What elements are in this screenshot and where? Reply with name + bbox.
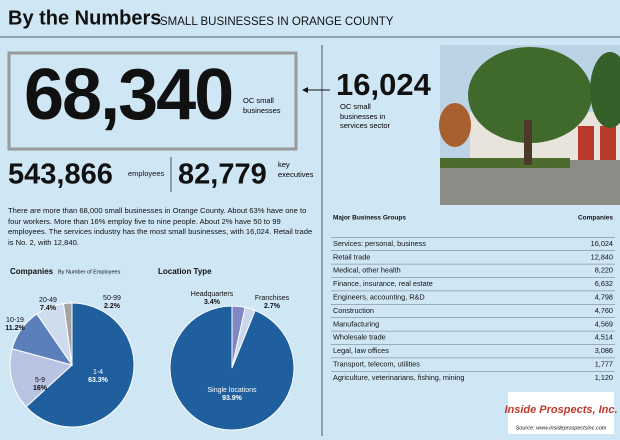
row-label: Finance, insurance, real estate: [333, 279, 433, 288]
title: By the Numbers: [8, 7, 161, 29]
pie-slice: [62, 302, 73, 366]
row-label: Retail trade: [333, 252, 370, 261]
employees-label: employees: [128, 169, 165, 178]
slice-value: 2.2%: [104, 303, 121, 310]
slice-label: 5-9: [35, 377, 45, 384]
row-label: Manufacturing: [333, 319, 379, 328]
slice-value: 11.2%: [5, 325, 25, 332]
row-label: Medical, other health: [333, 266, 401, 275]
slice-label: 20-49: [39, 297, 57, 304]
employees-value: 543,866: [8, 159, 113, 191]
pie-subtitle: By Number of Employees: [58, 269, 121, 275]
row-label: Transport, telecom, utilities: [333, 360, 420, 369]
photo: [439, 45, 620, 205]
slice-label: 50-99: [103, 295, 121, 302]
pie-title: Location Type: [158, 267, 212, 276]
row-value: 6,632: [595, 279, 613, 288]
intro-text: There are more than 68,000 small busines…: [8, 206, 313, 247]
slice-label: 10-19: [6, 317, 24, 324]
row-value: 4,760: [595, 306, 613, 315]
slice-value: 93.9%: [222, 395, 243, 402]
slice-label: Franchises: [255, 295, 290, 302]
pie-slice: [169, 305, 295, 431]
slice-value: 2.7%: [264, 303, 281, 310]
row-label: Construction: [333, 306, 374, 315]
arrow-head: [302, 87, 308, 93]
row-label: Agriculture, veterinarians, fishing, min…: [333, 373, 464, 382]
slice-value: 63.3%: [88, 377, 109, 384]
row-value: 1,120: [595, 373, 613, 382]
table-header: Companies: [578, 215, 613, 222]
services-label: OC small businesses in services sector: [340, 102, 391, 130]
exec-label-box: key executives: [278, 160, 314, 179]
logo: Inside Prospects, Inc.: [504, 404, 617, 416]
total-label-box: OC small businesses: [243, 96, 281, 115]
row-value: 4,569: [595, 319, 613, 328]
row-label: Legal, law offices: [333, 346, 389, 355]
row-value: 16,024: [591, 239, 613, 248]
slice-label: 1-4: [93, 369, 103, 376]
row-label: Wholesale trade: [333, 333, 386, 342]
row-value: 8,220: [595, 266, 613, 275]
total-label: OC small businesses: [243, 96, 281, 115]
slice-label: Headquarters: [191, 291, 234, 298]
logo-box: [508, 392, 614, 434]
services-value: 16,024: [336, 67, 432, 102]
services-label-box: OC small businesses in services sector: [340, 102, 391, 130]
row-value: 1,777: [595, 360, 613, 369]
source: Source: www.insideprospectsinc.com: [516, 425, 607, 431]
executives-value: 82,779: [178, 159, 267, 191]
stat-box: [7, 51, 298, 151]
pie-title: Companies: [10, 267, 54, 276]
row-label: Engineers, accounting, R&D: [333, 293, 425, 302]
slice-value: 16%: [33, 385, 48, 392]
pie-slice: [25, 302, 135, 428]
subtitle: SMALL BUSINESSES IN ORANGE COUNTY: [160, 16, 394, 28]
row-label: Services: personal, business: [333, 239, 426, 248]
table-header: Major Business Groups: [333, 215, 406, 222]
row-value: 4,798: [595, 293, 613, 302]
slice-value: 3.4%: [204, 299, 221, 306]
pie-slice: [9, 348, 74, 408]
executives-label: key executives: [278, 160, 314, 179]
slice-label: Single locations: [207, 387, 257, 394]
row-value: 4,514: [595, 333, 613, 342]
slice-value: 7.4%: [40, 305, 57, 312]
total-value: 68,340: [24, 55, 232, 135]
row-value: 12,840: [591, 252, 613, 261]
row-value: 3,086: [595, 346, 613, 355]
